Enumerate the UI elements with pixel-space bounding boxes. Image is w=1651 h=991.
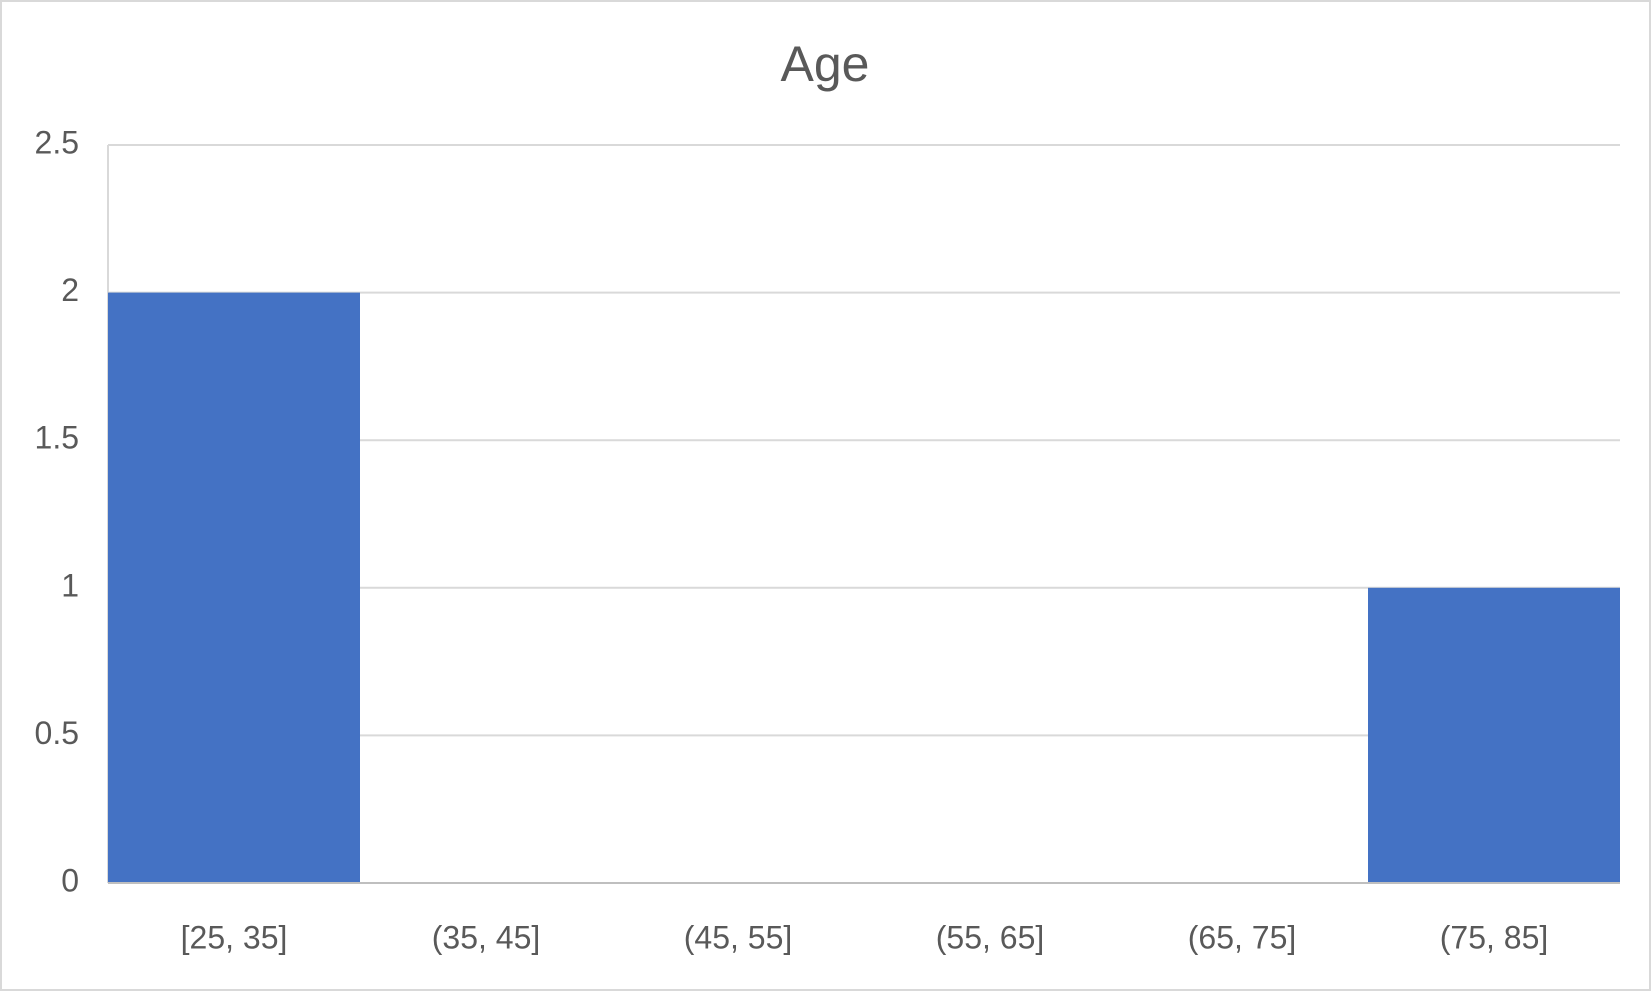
x-tick-label: [25, 35] [181, 919, 288, 955]
bar [1368, 587, 1620, 883]
x-tick-label: (45, 55] [684, 919, 793, 955]
y-tick-label: 1 [61, 567, 79, 603]
y-tick-label: 2 [61, 272, 79, 308]
bar [108, 292, 360, 884]
x-tick-label: (65, 75] [1188, 919, 1297, 955]
y-tick-label: 0 [61, 862, 79, 898]
y-tick-label: 1.5 [35, 420, 79, 456]
y-tick-label: 2.5 [35, 124, 79, 160]
y-tick-label: 0.5 [35, 715, 79, 751]
x-tick-label: (55, 65] [936, 919, 1045, 955]
chart-title: Age [781, 36, 870, 92]
x-tick-label: (75, 85] [1440, 919, 1549, 955]
x-tick-label: (35, 45] [432, 919, 541, 955]
